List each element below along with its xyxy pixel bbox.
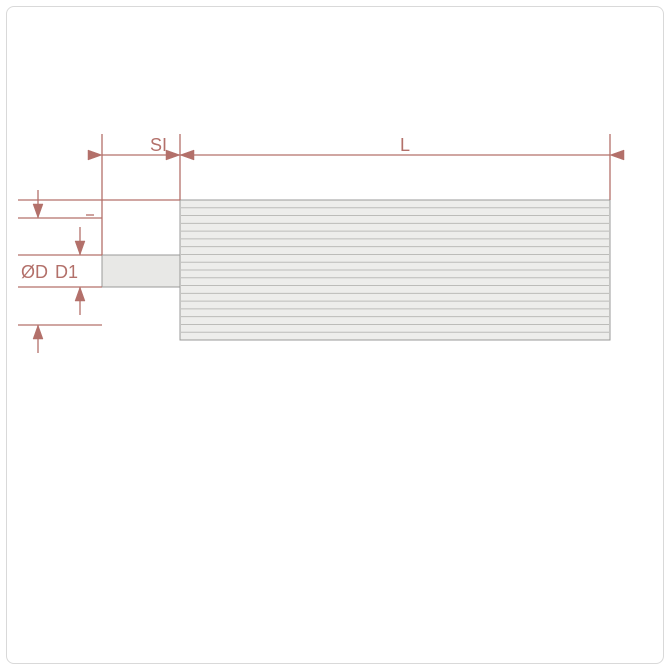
diagram-frame	[6, 6, 664, 664]
